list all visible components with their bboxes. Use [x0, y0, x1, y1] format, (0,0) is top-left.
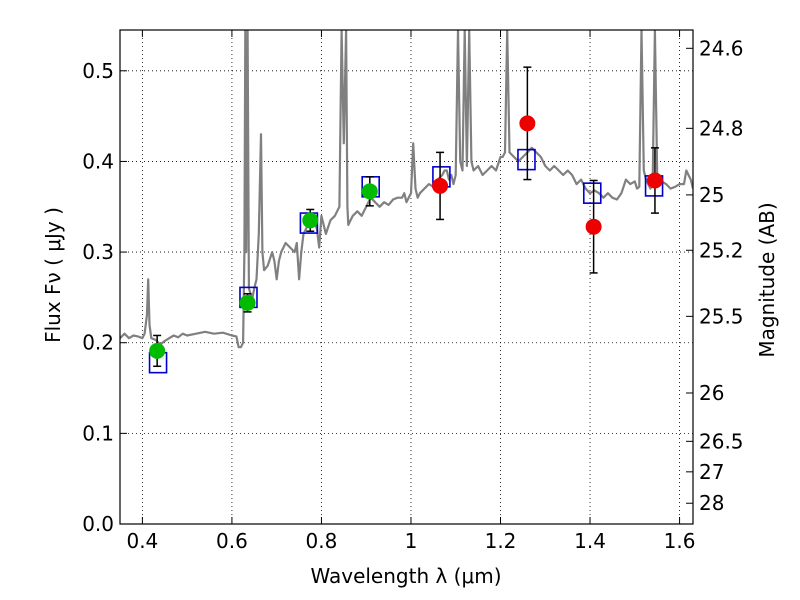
y-tick-label: 0.1 [82, 421, 114, 445]
grid [120, 30, 693, 525]
y2-tick-label: 28 [699, 491, 724, 515]
observed-optical-point [239, 294, 256, 311]
y2-tick-label: 24.8 [699, 116, 744, 140]
y2-tick-label: 25.5 [699, 304, 744, 328]
observed-nir-point [646, 172, 663, 189]
x-axis-title: Wavelength λ (μm) [310, 564, 501, 588]
plot-frame [119, 29, 694, 525]
x-tick-label: 1 [405, 529, 418, 553]
x-tick-label: 1.4 [574, 529, 606, 553]
observed-optical-point [302, 212, 319, 229]
y-tick-label: 0.2 [82, 331, 114, 355]
ticks-layer: 0.4 0.6 0.8 1 1.2 1.4 1.6 0.0 0.1 0.2 0.3 0.4 0.5 24.… [82, 30, 744, 553]
y2-tick-label: 26.5 [699, 429, 744, 453]
observed-nir-point [519, 115, 536, 132]
model-photometry-square [582, 182, 602, 204]
y2-tick-label: 24.6 [699, 36, 744, 60]
y-tick-label: 0.5 [82, 59, 114, 83]
x-tick-label: 1.6 [664, 529, 696, 553]
observed-nir-point [432, 177, 449, 194]
x-tick-label: 0.6 [216, 529, 248, 553]
x-tick-label: 1.2 [485, 529, 517, 553]
x-tick-label: 0.4 [126, 529, 158, 553]
spectrum-layer [120, 30, 693, 349]
observed-optical-point [361, 183, 378, 200]
y2-tick-label: 25 [699, 183, 724, 207]
y2-axis-title: Magnitude (AB) [755, 202, 779, 357]
y2-tick-label: 25.2 [699, 238, 744, 262]
y-axis-title: Flux Fν ( μJy ) [41, 207, 65, 343]
y-tick-label: 0.3 [82, 240, 114, 264]
y-tick-label: 0.4 [82, 149, 114, 173]
model-photometry-square [517, 148, 536, 171]
y2-tick-label: 27 [699, 460, 724, 484]
marks-layer [148, 66, 664, 374]
spectrum-line [120, 30, 693, 349]
x-tick-label: 0.8 [306, 529, 338, 553]
y-tick-label: 0.0 [82, 512, 114, 536]
observed-nir-point [585, 218, 602, 235]
y2-tick-label: 26 [699, 381, 724, 405]
observed-optical-point [149, 342, 166, 359]
